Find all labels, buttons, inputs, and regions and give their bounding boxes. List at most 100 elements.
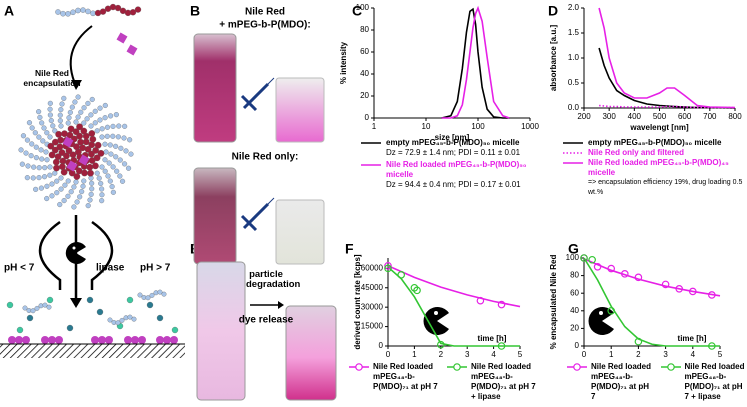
bead (71, 184, 77, 190)
y-tick-label: 80 (570, 271, 579, 280)
scheme (6, 3, 179, 344)
fit-line (583, 257, 720, 347)
bead (88, 141, 96, 149)
x-tick-label: 200 (577, 112, 591, 121)
bead (49, 181, 55, 187)
dye (126, 44, 138, 56)
bead (108, 113, 114, 119)
x-tick-label: 5 (518, 350, 523, 359)
dye-deposit (170, 336, 178, 344)
bead (31, 164, 37, 170)
bead (85, 203, 91, 209)
bead (47, 100, 53, 106)
bead (126, 296, 134, 304)
bead (16, 326, 24, 334)
panel-letter: A (4, 3, 14, 19)
bead (52, 158, 60, 166)
dye-deposit (131, 336, 139, 344)
bead (84, 116, 90, 122)
bead (107, 178, 113, 184)
bead (108, 151, 114, 157)
bead (105, 173, 111, 179)
bead (47, 134, 53, 140)
data-point (607, 306, 616, 315)
bead (47, 142, 55, 150)
x-tick-label: 400 (628, 112, 642, 121)
bead (97, 149, 105, 157)
x-tick-label: 10 (422, 122, 431, 131)
bead (149, 292, 155, 298)
bead (102, 141, 108, 147)
bead (55, 9, 61, 15)
x-tick-label: 0 (582, 350, 587, 359)
dye-deposit (8, 336, 16, 344)
lipase-icon (65, 241, 86, 264)
bead (33, 186, 39, 192)
data-point (634, 337, 643, 346)
photo-title: Nile Red only: (232, 152, 299, 163)
bead (58, 175, 64, 181)
bead (78, 109, 84, 115)
dye-deposit (156, 336, 164, 344)
bead (86, 163, 94, 171)
bead (88, 130, 96, 137)
legend-item: Nile Red loaded mPEG₄₅-b-P(MDO)₄₅ micell… (562, 158, 747, 178)
dye-deposit (91, 336, 99, 344)
data-point (436, 340, 445, 349)
legend-swatch (563, 152, 583, 154)
bead (44, 130, 50, 136)
bead (41, 174, 48, 180)
lipase-eye (599, 311, 603, 315)
legend-swatch (349, 363, 369, 371)
bead (6, 301, 14, 309)
y-axis-label: % encapsulated Nile Red (549, 255, 558, 350)
x-tick-label: 3 (465, 350, 470, 359)
photo-title: + mPEG-b-P(MDO): (219, 20, 310, 31)
bead (65, 11, 71, 17)
bead (25, 163, 31, 169)
bead (99, 8, 107, 15)
lipase-icon (423, 307, 449, 336)
step-label: Nile Red encapsulation (23, 68, 81, 88)
dye-deposit (22, 336, 30, 344)
data-point (497, 342, 506, 350)
bead (85, 100, 91, 106)
bead (99, 192, 105, 198)
bead (96, 308, 104, 316)
legend-swatch (361, 142, 381, 144)
bead (71, 204, 77, 210)
legend-marker (666, 363, 675, 371)
bead (123, 148, 129, 154)
bead (76, 123, 83, 131)
bead (110, 189, 116, 195)
syringe-icon (240, 77, 275, 232)
bead (58, 107, 64, 113)
bead (92, 120, 98, 126)
bead (114, 4, 122, 12)
bead (44, 183, 50, 189)
bead (117, 173, 123, 179)
x-axis-label: size [nm] (435, 133, 470, 142)
bead (80, 183, 86, 189)
bead (115, 134, 121, 140)
lipase-eye (72, 246, 76, 250)
data-line (599, 104, 735, 109)
condition-label: pH > 7 (140, 263, 171, 274)
bead (69, 104, 75, 110)
legend-label: Nile Red loaded mPEG₄₈-b-P(MDO)₇₁ at pH … (373, 362, 438, 391)
bead (41, 125, 47, 131)
legend-marker (573, 363, 581, 371)
bead (58, 123, 64, 129)
bead (59, 157, 67, 165)
data-point (413, 286, 421, 295)
bead (47, 164, 53, 170)
fit-line (583, 258, 721, 297)
bead (30, 175, 36, 181)
bead (157, 289, 163, 295)
bead (19, 161, 25, 167)
bead (24, 137, 30, 143)
photo (193, 167, 237, 265)
bead (156, 314, 164, 322)
legend-swatch (660, 363, 681, 371)
y-tick-label: 100 (356, 3, 370, 12)
